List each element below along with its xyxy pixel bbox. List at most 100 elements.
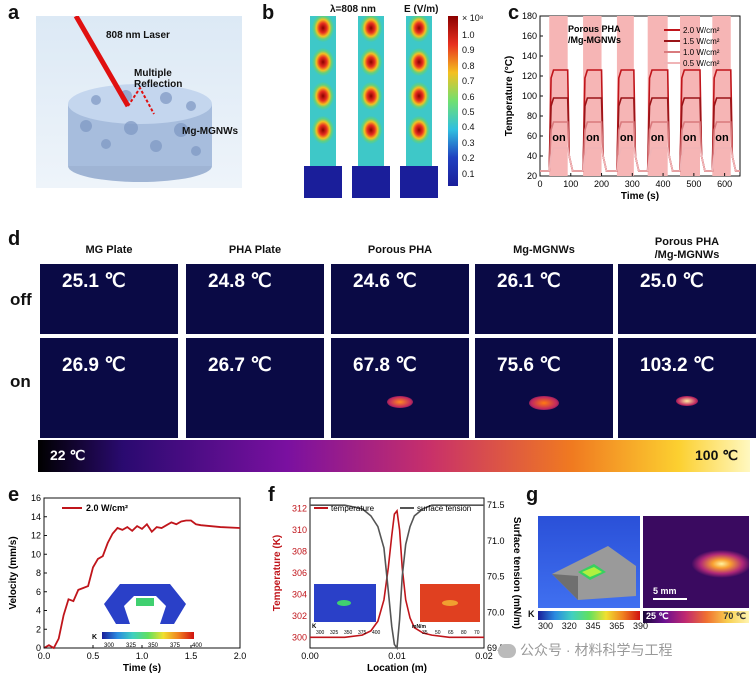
inset-tension-spot xyxy=(442,600,458,606)
panel-a-illustration: 808 nm Laser Multiple Reflection Mg-MGNW… xyxy=(36,14,242,188)
series-line xyxy=(540,147,740,172)
y-right-tick-label: 71.5 xyxy=(487,500,505,510)
panel-label-f: f xyxy=(268,484,275,506)
panel-label-c: c xyxy=(508,2,520,24)
watermark: 公众号 · 材料科学与工程 xyxy=(498,640,672,660)
row-label-off: off xyxy=(10,290,32,309)
x-tick-label: 200 xyxy=(594,179,609,189)
y-left-tick-label: 310 xyxy=(292,525,307,535)
colorbar-tick: 0.1 xyxy=(462,168,475,179)
colorbar-tick: 0.9 xyxy=(462,45,475,56)
y-tick-label: 12 xyxy=(31,531,41,541)
y-tick-label: 4 xyxy=(36,606,41,616)
g-cbar-unit: K xyxy=(528,609,535,619)
colorbar-tick: 0.2 xyxy=(462,153,475,164)
inset-model xyxy=(104,584,186,624)
y-tick-label: 6 xyxy=(36,587,41,597)
inset-left-tick: 375 xyxy=(358,630,367,636)
scale-min-label: 22 ℃ xyxy=(50,447,86,463)
inset-temp-spot xyxy=(337,600,351,606)
on-label: on xyxy=(683,132,697,144)
inset-right-unit: mN/m xyxy=(412,624,426,630)
legend-label: surface tension xyxy=(417,504,471,513)
x-tick-label: 1.5 xyxy=(185,651,198,661)
panel-label-e: e xyxy=(8,484,20,506)
x-axis-title: Location (m) xyxy=(367,663,427,674)
g-thermal-colorbar: 25 ℃ 70 ℃ xyxy=(643,611,749,623)
model-shape xyxy=(552,546,636,600)
g-colorbar-tick: 320 xyxy=(561,621,577,631)
off-temperature: 25.0 ℃ xyxy=(640,271,704,292)
inset-left-tick: 350 xyxy=(344,630,353,636)
scalebar-label: 5 mm xyxy=(653,586,677,596)
off-temperature: 25.1 ℃ xyxy=(62,271,126,292)
watermark-text: 公众号 · 材料科学与工程 xyxy=(520,642,673,658)
inset-cbar-tick: 300 xyxy=(104,643,115,649)
column-header: Porous PHA xyxy=(367,244,433,256)
scaffold-illustration xyxy=(68,14,212,182)
inset-cbar-tick: 400 xyxy=(192,643,203,649)
thermal-image-off: 25.1 ℃ xyxy=(40,264,178,334)
y-axis-title: Temperature (°C) xyxy=(504,56,515,137)
y-left-axis-title: Temperature (K) xyxy=(272,535,283,612)
y-right-tick-label: 70.5 xyxy=(487,572,505,582)
thermal-image-on: 75.6 ℃ xyxy=(475,338,613,438)
on-label: on xyxy=(620,132,634,144)
laser-on-band xyxy=(549,16,568,176)
x-tick-label: 1.0 xyxy=(136,651,149,661)
g-colorbar-tick: 345 xyxy=(585,621,601,631)
panel-label-a: a xyxy=(8,2,20,24)
inset-right-tick: 35 xyxy=(422,630,428,636)
simulation-view xyxy=(538,516,640,608)
legend-label: 0.5 W/cm² xyxy=(683,59,720,68)
y-left-tick-label: 308 xyxy=(292,547,307,557)
y-tick-label: 20 xyxy=(527,171,537,181)
g-colorbar-tick: 300 xyxy=(538,621,554,631)
velocity-line xyxy=(43,519,241,650)
y-tick-label: 8 xyxy=(36,568,41,578)
laser-on-band xyxy=(680,16,700,176)
on-temperature: 26.9 ℃ xyxy=(62,355,126,376)
colorbar-tick: 0.5 xyxy=(462,107,475,117)
hot-spot xyxy=(676,396,698,406)
sample-label: /Mg-MGNWs xyxy=(568,35,621,45)
y-axis-title: Velocity (mm/s) xyxy=(8,536,19,609)
panel-b-title-right: E (V/m) xyxy=(404,4,439,15)
y-tick-label: 180 xyxy=(522,11,537,21)
x-tick-label: 0.00 xyxy=(301,651,319,661)
legend-label: 1.5 W/cm² xyxy=(683,37,720,46)
thermal-image-on: 67.8 ℃ xyxy=(331,338,469,438)
y-tick-label: 0 xyxy=(36,643,41,653)
inset-right-tick: 80 xyxy=(461,630,467,636)
inset-hot-region xyxy=(136,598,154,606)
y-right-tick-label: 69.5 xyxy=(487,643,505,653)
g-sim-colorbar xyxy=(538,611,640,620)
plot-area xyxy=(539,15,741,177)
row-label-on: on xyxy=(10,372,31,391)
x-tick-label: 2.0 xyxy=(234,651,247,661)
column-header: MG Plate xyxy=(85,244,133,256)
thermal-image-on: 26.9 ℃ xyxy=(40,338,178,438)
temperature-tension-chart: 0.00 0.01 0.02 300 302 304 306 308 310 312 69.5 70.… xyxy=(272,497,522,674)
off-temperature: 24.8 ℃ xyxy=(208,271,272,292)
thermal-image-off: 24.8 ℃ xyxy=(186,264,324,334)
colorbar-tick: 0.7 xyxy=(462,76,475,87)
wechat-icon xyxy=(498,644,516,659)
on-temperature: 26.7 ℃ xyxy=(208,355,272,376)
y-tick-label: 2 xyxy=(36,624,41,634)
g-thermal-min: 25 ℃ xyxy=(646,611,669,621)
panel-b-colorbar xyxy=(448,16,458,186)
x-tick-label: 0.0 xyxy=(38,651,51,661)
laser-label: 808 nm Laser xyxy=(106,30,170,41)
thermal-image-on: 103.2 ℃ xyxy=(618,338,756,438)
y-right-axis-title: Surface tension (mN/m) xyxy=(511,517,522,629)
on-temperature: 103.2 ℃ xyxy=(640,355,715,376)
y-tick-label: 60 xyxy=(527,131,537,141)
hot-spot xyxy=(387,396,413,408)
inset-cbar-tick: 325 xyxy=(126,643,137,649)
x-tick-label: 300 xyxy=(625,179,640,189)
panel-label-d: d xyxy=(8,228,21,250)
x-tick-label: 500 xyxy=(686,179,701,189)
inset-left-tick: 325 xyxy=(330,630,339,636)
y-left-tick-label: 304 xyxy=(292,589,307,599)
